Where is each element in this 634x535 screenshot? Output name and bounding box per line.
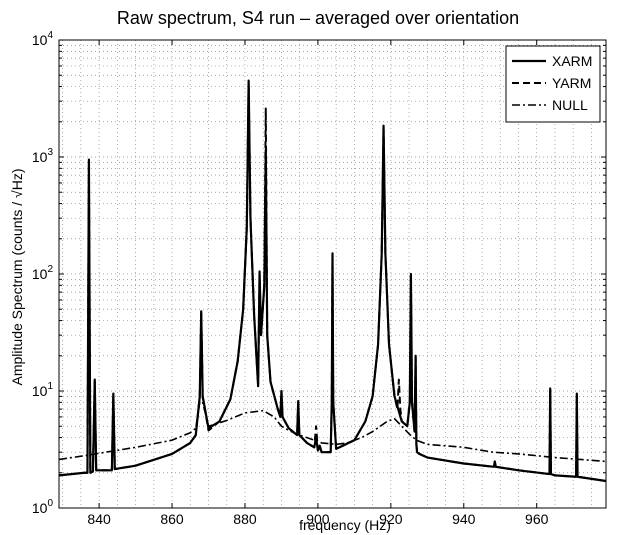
- legend-box: [505, 45, 601, 123]
- series-layer: [59, 79, 606, 483]
- y-tick-label: 101: [32, 381, 54, 399]
- chart-title: Raw spectrum, S4 run – averaged over ori…: [117, 8, 519, 28]
- x-tick-label: 860: [160, 511, 184, 527]
- tick-marks: [59, 39, 606, 509]
- x-tick-label: 900: [306, 511, 330, 527]
- x-tick-label: 880: [233, 511, 257, 527]
- y-tick-label: 104: [32, 30, 54, 48]
- legend-label-null: NULL: [552, 97, 588, 113]
- x-tick-label: 920: [379, 511, 403, 527]
- x-tick-label: 840: [87, 511, 111, 527]
- x-tick-label: 940: [452, 511, 476, 527]
- x-tick-label: 960: [525, 511, 549, 527]
- y-tick-label: 103: [32, 147, 54, 165]
- series-line-xarm: [59, 79, 606, 483]
- legend: XARM YARM NULL: [505, 45, 601, 123]
- y-axis-label: Amplitude Spectrum (counts / √Hz): [9, 169, 25, 386]
- y-tick-label: 100: [32, 498, 54, 516]
- x-axis-label: frequency (Hz): [299, 517, 391, 533]
- legend-label-xarm: XARM: [552, 53, 592, 69]
- legend-label-yarm: YARM: [552, 75, 591, 91]
- y-tick-label: 102: [32, 264, 54, 282]
- series-line-null: [59, 319, 606, 463]
- tick-labels: 840 860 880 900 920 940 960 100 101 102 103 104: [32, 30, 549, 527]
